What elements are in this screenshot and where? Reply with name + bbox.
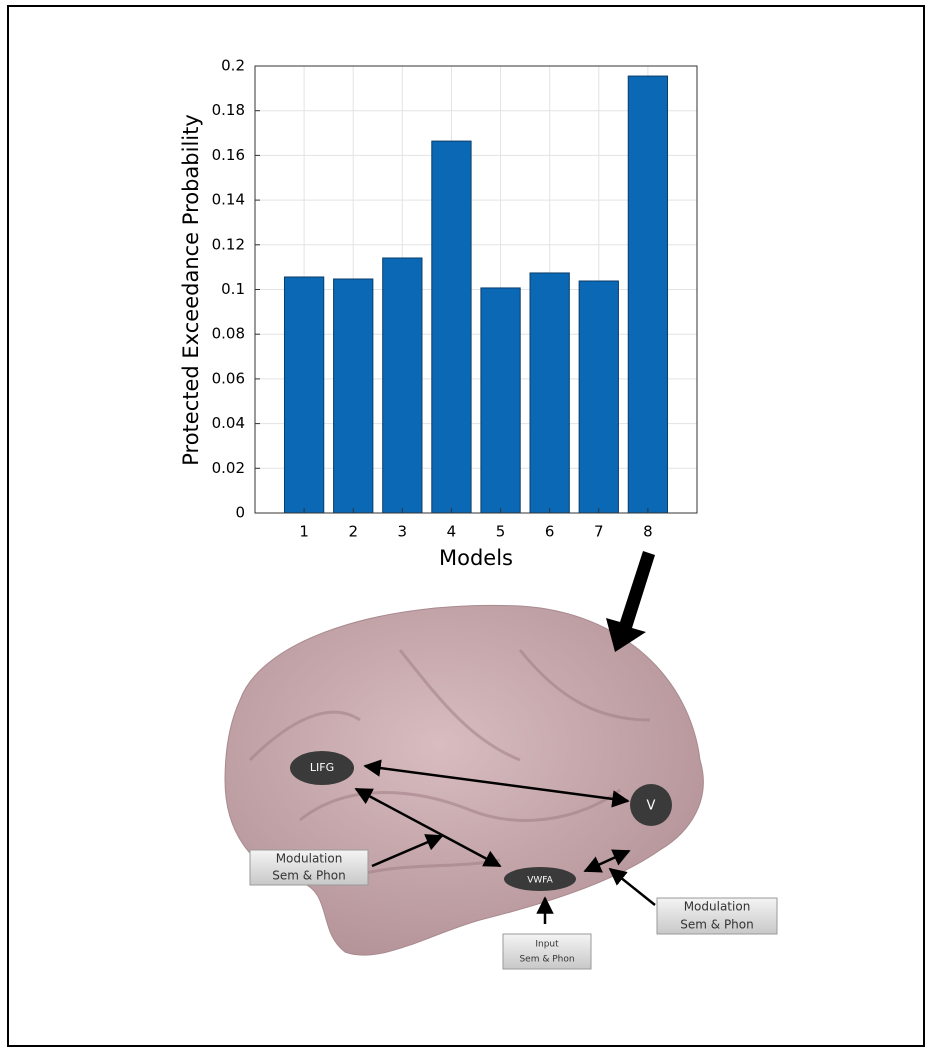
y-tick-label: 0.06 bbox=[212, 369, 245, 387]
bar bbox=[628, 76, 667, 513]
bar bbox=[432, 141, 471, 513]
x-tick-label: 5 bbox=[496, 523, 506, 541]
figure: 0 0.02 0.04 0.06 0.08 0.1 0.12 0.14 0.16 0.18 0.2 1… bbox=[0, 0, 932, 1049]
diagram: LIFG V VWFA Modulation Sem & Phon Modula… bbox=[225, 551, 777, 969]
y-tick-label: 0.12 bbox=[212, 235, 245, 253]
x-tick-label: 8 bbox=[643, 523, 653, 541]
x-axis-label: Models bbox=[439, 546, 513, 570]
box-text: Modulation bbox=[276, 852, 343, 866]
bar bbox=[481, 288, 520, 513]
box-text: Sem & Phon bbox=[519, 955, 574, 965]
y-tick-label: 0.14 bbox=[212, 191, 245, 209]
bar-chart: 0 0.02 0.04 0.06 0.08 0.1 0.12 0.14 0.16 0.18 0.2 1… bbox=[179, 57, 697, 571]
y-tick-label: 0 bbox=[235, 504, 245, 522]
x-tick-label: 2 bbox=[348, 523, 358, 541]
y-tick-label: 0.08 bbox=[212, 325, 245, 343]
node-label: VWFA bbox=[527, 876, 553, 886]
pointer-arrow bbox=[606, 551, 655, 652]
box-text: Input bbox=[535, 940, 559, 950]
x-tick-label: 3 bbox=[398, 523, 408, 541]
y-tick-label: 0.2 bbox=[221, 57, 245, 75]
bar bbox=[579, 281, 618, 513]
y-tick-label: 0.16 bbox=[212, 146, 245, 164]
box-text: Sem & Phon bbox=[272, 869, 345, 883]
y-tick-label: 0.1 bbox=[221, 280, 245, 298]
box-text: Sem & Phon bbox=[680, 918, 753, 932]
y-tick-label: 0.02 bbox=[212, 459, 245, 477]
x-tick-label: 1 bbox=[299, 523, 309, 541]
node-label: LIFG bbox=[310, 761, 334, 774]
bar bbox=[284, 277, 323, 513]
y-tick-label: 0.18 bbox=[212, 101, 245, 119]
x-tick-label: 7 bbox=[594, 523, 604, 541]
y-axis-label: Protected Exceedance Probability bbox=[179, 114, 203, 466]
bar bbox=[383, 258, 422, 513]
bar bbox=[530, 273, 569, 513]
x-tick-label: 4 bbox=[447, 523, 457, 541]
modulation-arrow bbox=[610, 869, 655, 905]
page: {"chart_data": {"type": "bar", "categori… bbox=[0, 0, 932, 1053]
x-tick-label: 6 bbox=[545, 523, 555, 541]
bar bbox=[334, 279, 373, 513]
y-tick-label: 0.04 bbox=[212, 414, 245, 432]
box-text: Modulation bbox=[684, 900, 751, 914]
node-label: V bbox=[647, 799, 656, 814]
